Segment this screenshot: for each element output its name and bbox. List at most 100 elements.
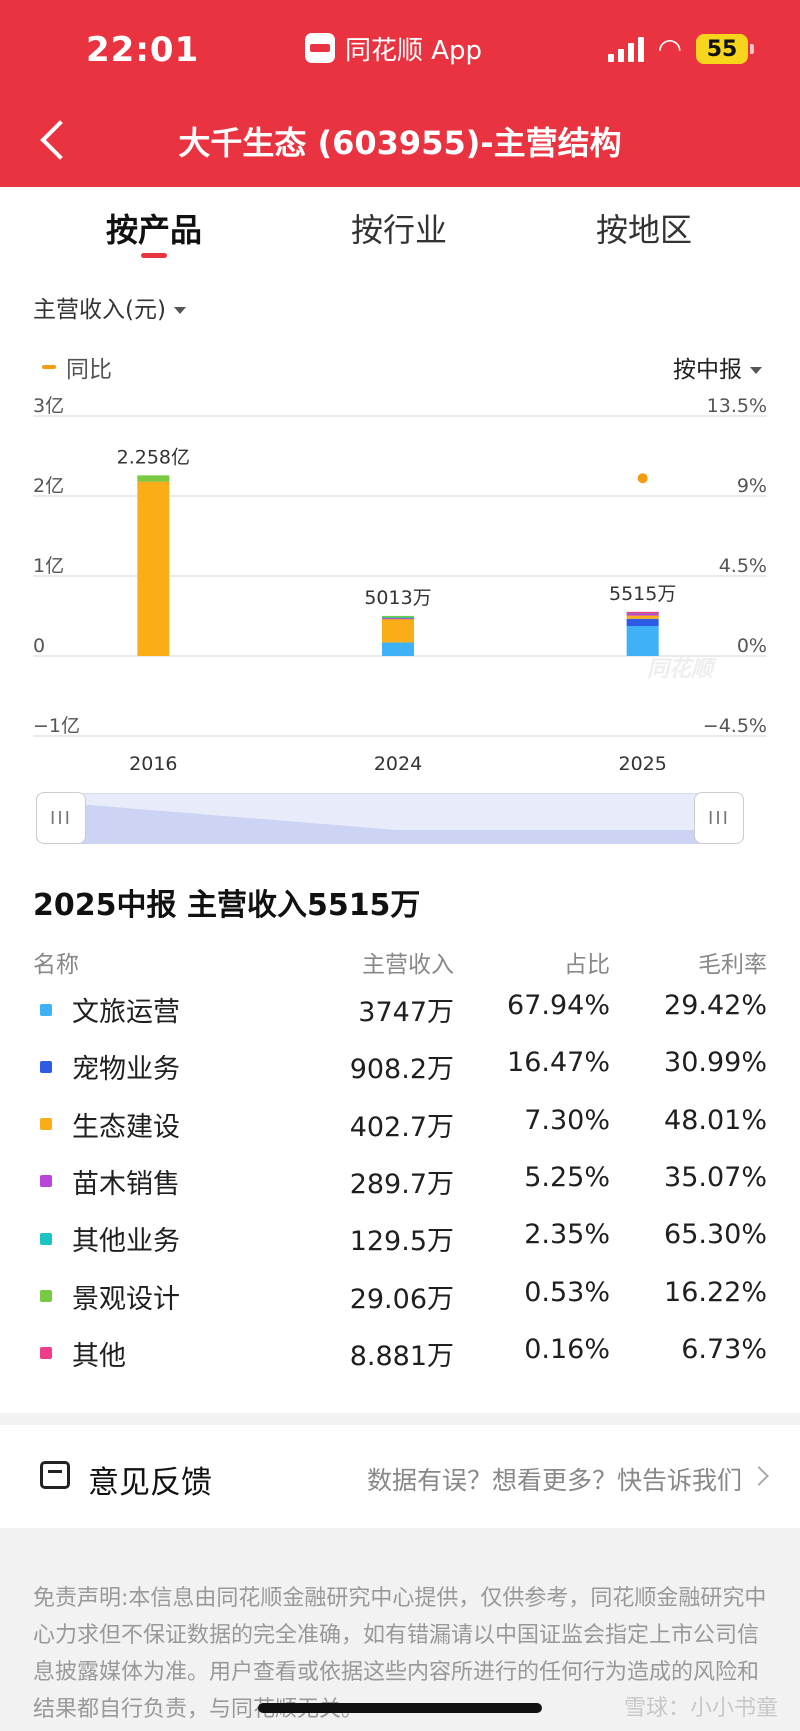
row-name-text: 其他业务 [72,1226,180,1258]
row-margin: 30.99% [664,1047,767,1079]
table-header: 名称 主营收入 占比 毛利率 [0,945,800,979]
row-name: 文旅运营 [40,990,180,1029]
yoy-point [637,473,648,484]
home-indicator[interactable] [258,1703,542,1713]
table-row: 景观设计 29.06万 0.53% 16.22% [0,1277,800,1334]
x-tick-label: 2024 [374,753,422,770]
bar-segment [137,475,170,482]
y-tick-label-left: 2亿 [33,475,64,497]
bar-total-label: 5515万 [609,583,676,605]
y-tick-label-right: 0% [737,635,767,657]
y-tick-label-right: 13.5% [707,395,767,417]
bar-segment [382,615,414,618]
page-title: 大千生态 (603955)-主营结构 [178,124,622,162]
row-name: 其他 [40,1334,126,1373]
row-share: 2.35% [524,1219,610,1251]
bar-segment [382,617,414,620]
scroller-right-handle[interactable]: III [694,792,744,844]
status-time: 22:01 [86,30,200,70]
wifi-icon: ◠ [657,32,682,65]
y-tick-label-right: 9% [737,475,767,497]
status-app-indicator: 同花顺 App [305,30,482,66]
y-tick-label-left: 3亿 [33,395,64,417]
row-share: 5.25% [524,1161,610,1193]
range-scroller[interactable]: III III [36,792,744,844]
period-dropdown-label: 按中报 [673,357,742,383]
y-tick-label-left: 0 [33,635,45,657]
metric-dropdown[interactable]: 主营收入(元) [33,290,186,324]
row-name: 生态建设 [40,1105,180,1144]
row-name: 其他业务 [40,1219,180,1258]
caret-down-icon [173,307,186,314]
tab-bar: 按产品 按行业 按地区 [0,187,800,267]
signal-icon [607,36,644,62]
series-color-swatch [40,1175,52,1188]
tab-label: 按产品 [105,211,203,249]
revenue-chart: 3亿 13.5% 2亿 9% 1亿 4.5% 0 0% −1亿 −4.5% 同花顺 2.258亿 201… [0,390,800,770]
series-color-swatch [40,1347,52,1360]
row-margin: 65.30% [664,1219,767,1251]
table-row: 文旅运营 3747万 67.94% 29.42% [0,990,800,1047]
feedback-subtitle: 数据有误？想看更多？快告诉我们 [366,1466,742,1495]
scroller-preview [77,804,705,844]
row-name-text: 景观设计 [72,1283,180,1315]
row-revenue: 8.881万 [349,1340,454,1372]
disclaimer-area [0,1528,800,1731]
feedback-icon [40,1461,70,1489]
row-margin: 6.73% [681,1333,767,1365]
caret-down-icon [750,367,762,374]
revenue-chart-svg: 3亿 13.5% 2亿 9% 1亿 4.5% 0 0% −1亿 −4.5% 同花顺 2.258亿 201… [33,395,767,770]
status-app-name: 同花顺 App [345,35,483,66]
tab-by-product[interactable]: 按产品 [105,205,203,258]
chart-legend: 同比 [42,350,112,384]
battery-level: 55 [706,36,738,62]
row-margin: 48.01% [664,1104,767,1136]
section-divider [0,1413,800,1425]
series-color-swatch [40,1290,52,1302]
row-share: 0.53% [524,1276,610,1308]
header-name: 名称 [33,952,79,978]
row-name-text: 其他 [72,1340,126,1372]
row-revenue: 3747万 [358,997,454,1028]
table-row: 宠物业务 908.2万 16.47% 30.99% [0,1047,800,1104]
tab-label: 按行业 [350,211,448,249]
series-color-swatch [40,1232,52,1245]
bar-segment [382,642,414,656]
row-name: 宠物业务 [40,1047,180,1086]
tab-by-region[interactable]: 按地区 [596,205,692,251]
header-revenue: 主营收入 [362,952,454,978]
x-tick-label: 2025 [618,753,666,770]
table-row: 生态建设 402.7万 7.30% 48.01% [0,1105,800,1162]
header-bar: 22:01 同花顺 App ◠ 55 大千生态 (603955)-主营结构 [0,0,800,187]
header-margin: 毛利率 [698,952,767,978]
bar-segment [626,613,659,616]
bar-segment [382,616,414,619]
legend-yoy-label: 同比 [66,357,112,383]
row-name: 景观设计 [40,1277,180,1316]
row-revenue: 908.2万 [349,1054,454,1086]
row-share: 16.47% [507,1047,610,1079]
period-dropdown[interactable]: 按中报 [673,350,762,384]
row-share: 0.16% [524,1333,610,1365]
row-revenue: 402.7万 [349,1111,454,1143]
bar-segment [626,615,659,619]
row-name-text: 宠物业务 [72,1054,180,1086]
tab-by-industry[interactable]: 按行业 [351,205,447,251]
y-tick-label-right: −4.5% [703,715,767,737]
watermark-bottom: 雪球：小小书童 [623,1696,778,1721]
row-name-text: 苗木销售 [72,1168,180,1200]
row-name-text: 文旅运营 [72,997,180,1028]
feedback-title: 意见反馈 [88,1465,212,1501]
bar-total-label: 5013万 [364,587,431,609]
legend-yoy-marker [42,365,56,369]
scroller-left-handle[interactable]: III [36,792,86,844]
row-share: 67.94% [507,990,610,1021]
series-color-swatch [40,1060,52,1073]
bar-segment [626,611,659,614]
feedback-row[interactable]: 意见反馈 数据有误？想看更多？快告诉我们 [0,1425,800,1525]
table-row: 其他业务 129.5万 2.35% 65.30% [0,1219,800,1276]
header-share: 占比 [564,952,610,978]
y-tick-label-left: −1亿 [33,715,80,737]
status-icons: ◠ 55 [607,32,754,65]
bar-segment [626,626,659,656]
